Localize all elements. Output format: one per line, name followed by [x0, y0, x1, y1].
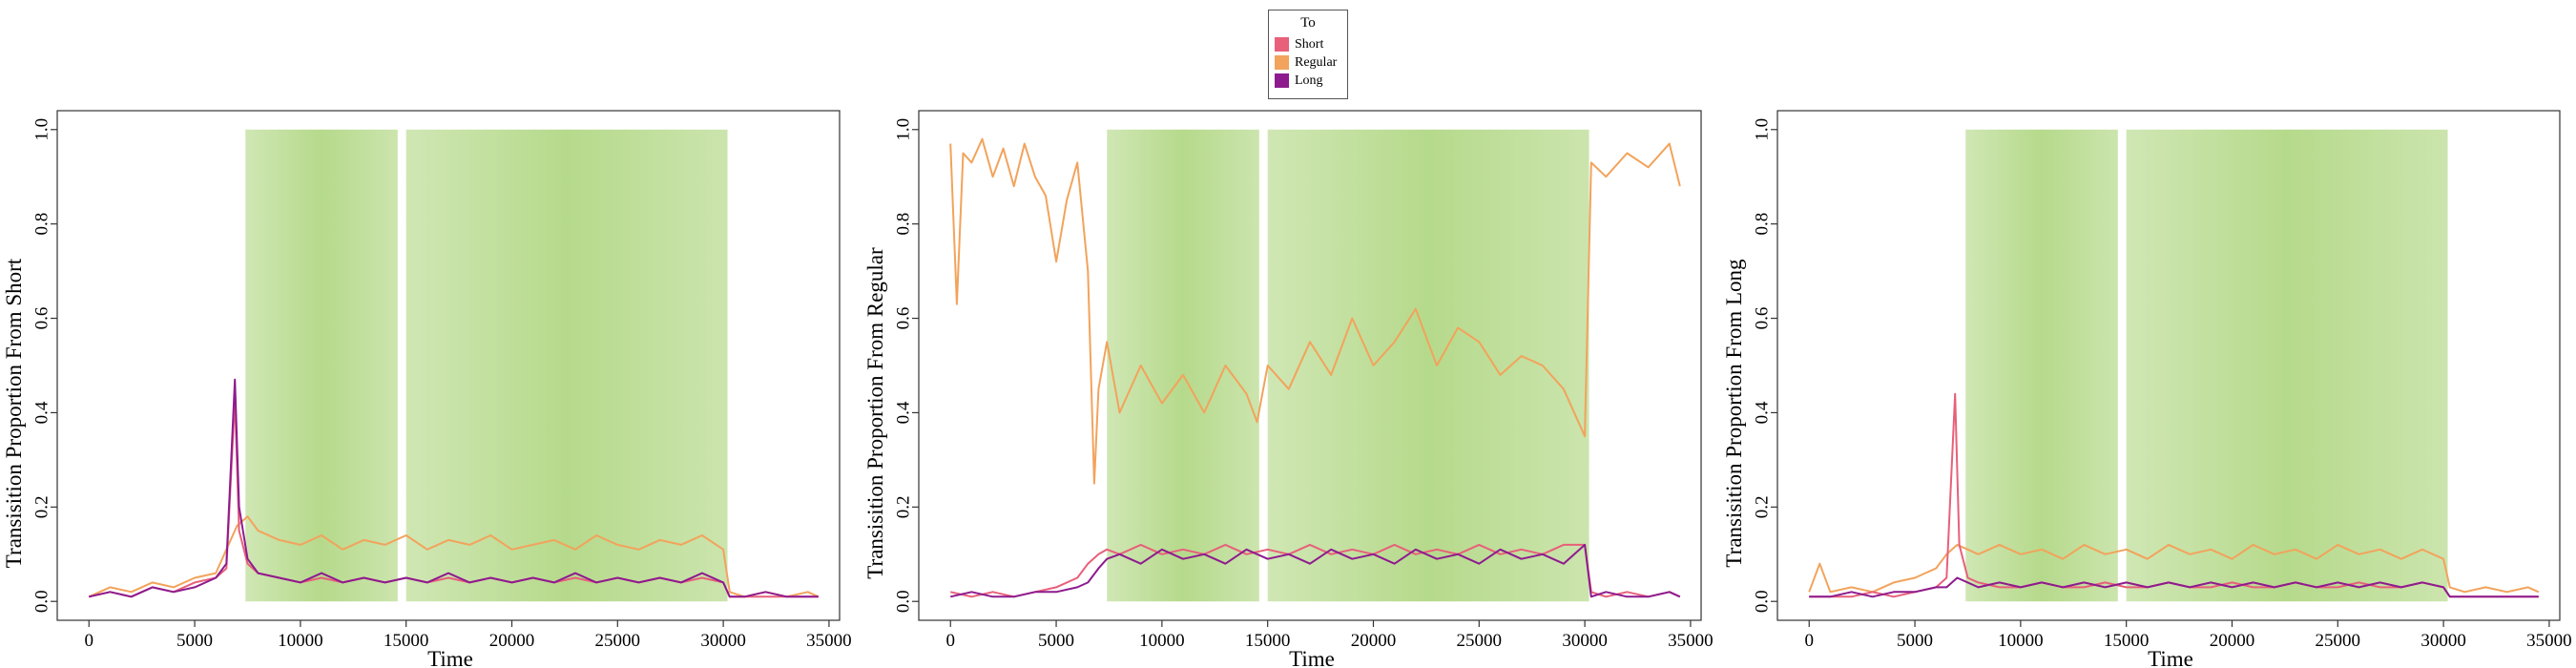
legend-item-regular: Regular [1275, 54, 1337, 71]
legend: To Short Regular Long [1268, 10, 1348, 99]
series-line-long [949, 543, 1681, 598]
series-line-long [88, 378, 819, 598]
x-tick-label: 0 [1804, 631, 1814, 651]
y-tick-label: 0.4 [1752, 401, 1772, 424]
x-tick-label: 5000 [177, 631, 213, 651]
y-tick-label: 0.0 [1752, 590, 1772, 613]
x-tick-label: 25000 [2316, 631, 2361, 651]
x-tick-label: 15000 [2104, 631, 2150, 651]
legend-swatch-short [1275, 37, 1289, 52]
series-line-short [949, 543, 1681, 598]
x-tick-label: 10000 [278, 631, 323, 651]
x-tick-label: 25000 [595, 631, 641, 651]
y-tick-label: 1.0 [1752, 118, 1772, 141]
x-tick-label: 20000 [1351, 631, 1397, 651]
y-tick-label: 0.8 [31, 213, 52, 236]
plot-frame [1776, 110, 2561, 621]
series-line-regular [88, 515, 820, 598]
shaded-region-0 [1107, 129, 1259, 602]
x-tick-label: 0 [945, 631, 955, 651]
legend-swatch-regular [1275, 55, 1289, 70]
shaded-region-0 [1965, 129, 2118, 602]
y-tick-label: 1.0 [893, 118, 913, 141]
x-axis-label: Time [427, 647, 473, 668]
y-tick-label: 0.2 [1752, 495, 1772, 518]
shaded-region-1 [2126, 129, 2448, 602]
y-tick-label: 1.0 [31, 118, 52, 141]
series-line-regular [949, 137, 1681, 485]
series-line-long [1809, 576, 2539, 598]
x-tick-label: 35000 [1668, 631, 1714, 651]
x-axis-label: Time [1289, 647, 1335, 668]
x-tick-label: 30000 [1562, 631, 1608, 651]
y-axis-label: Transisition Proportion From Regular [863, 247, 887, 579]
legend-swatch-long [1275, 73, 1289, 88]
x-tick-label: 35000 [806, 631, 852, 651]
series-line-short [88, 397, 819, 598]
x-tick-label: 10000 [1998, 631, 2044, 651]
legend-label-regular: Regular [1295, 54, 1338, 70]
x-tick-label: 30000 [700, 631, 746, 651]
x-tick-label: 15000 [384, 631, 429, 651]
legend-item-short: Short [1275, 36, 1323, 52]
panel-from-long: 0 5000 10000 15000 20000 25000 30000 35000 0.0 0.… [1722, 110, 2572, 668]
y-tick-label: 0.8 [893, 213, 913, 236]
y-axis-label: Transisition Proportion From Long [1722, 259, 1746, 568]
legend-title: To [1300, 15, 1316, 31]
shaded-region-1 [1267, 129, 1589, 602]
legend-label-long: Long [1295, 73, 1323, 88]
y-tick-label: 0.2 [893, 495, 913, 518]
y-tick-label: 0.6 [31, 307, 52, 330]
y-axis-label: Transisition Proportion From Short [2, 258, 26, 568]
legend-item-long: Long [1275, 73, 1323, 89]
x-tick-label: 30000 [2420, 631, 2466, 651]
shaded-region-0 [245, 129, 398, 602]
panel-from-regular: 0 5000 10000 15000 20000 25000 30000 35000 0.0 0.… [863, 110, 1714, 668]
y-tick-label: 0.4 [893, 401, 913, 424]
x-tick-label: 25000 [1457, 631, 1503, 651]
shaded-region-1 [405, 129, 728, 602]
y-tick-label: 0.6 [1752, 307, 1772, 330]
y-tick-label: 0.6 [893, 307, 913, 330]
x-tick-label: 20000 [2210, 631, 2255, 651]
x-tick-label: 35000 [2526, 631, 2572, 651]
series-line-regular [1808, 543, 2540, 594]
y-tick-label: 0.0 [893, 590, 913, 613]
plot-frame [918, 110, 1702, 621]
y-tick-label: 0.4 [31, 401, 52, 424]
plot-frame [56, 110, 841, 621]
x-tick-label: 5000 [1897, 631, 1933, 651]
x-axis-label: Time [2148, 647, 2193, 668]
x-tick-label: 0 [84, 631, 93, 651]
legend-label-short: Short [1295, 36, 1324, 52]
y-tick-label: 0.2 [31, 495, 52, 518]
y-tick-label: 0.0 [31, 590, 52, 613]
x-tick-label: 20000 [489, 631, 535, 651]
y-tick-label: 0.8 [1752, 213, 1772, 236]
x-tick-label: 10000 [1139, 631, 1185, 651]
panel-from-short: 0 5000 10000 15000 20000 25000 30000 35000 0.0 0.… [2, 110, 852, 668]
x-tick-label: 15000 [1245, 631, 1291, 651]
x-tick-label: 5000 [1038, 631, 1074, 651]
